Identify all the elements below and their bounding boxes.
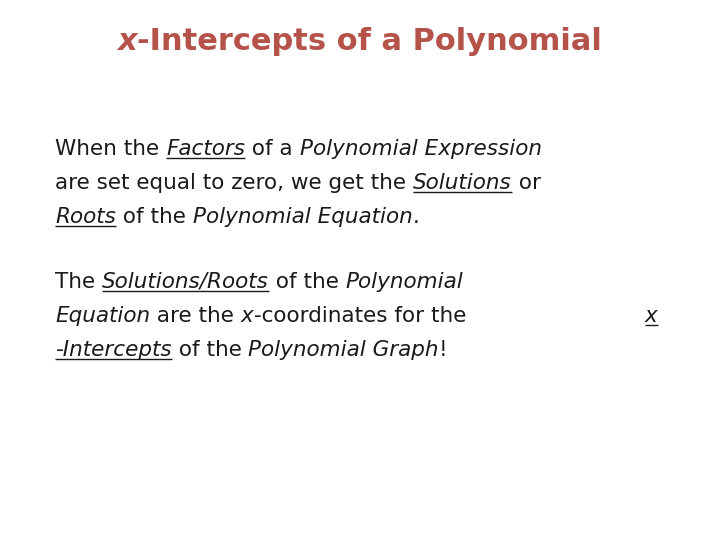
Text: -Intercepts of a Polynomial: -Intercepts of a Polynomial: [138, 27, 602, 56]
Text: of the: of the: [269, 272, 346, 292]
Text: Solutions: Solutions: [413, 173, 512, 193]
Text: are set equal to zero, we get the: are set equal to zero, we get the: [55, 173, 413, 193]
Text: Equation: Equation: [55, 306, 150, 326]
Text: x: x: [645, 306, 658, 326]
Text: x: x: [118, 27, 138, 56]
Text: Polynomial Expression: Polynomial Expression: [300, 139, 541, 159]
Text: of the: of the: [116, 207, 193, 227]
Text: -Intercepts: -Intercepts: [55, 340, 171, 360]
Text: Polynomial Equation: Polynomial Equation: [193, 207, 413, 227]
Text: !: !: [439, 340, 448, 360]
Text: are the: are the: [150, 306, 241, 326]
Text: Polynomial: Polynomial: [346, 272, 464, 292]
Text: Roots: Roots: [55, 207, 116, 227]
Text: Factors: Factors: [166, 139, 245, 159]
Text: Polynomial Graph: Polynomial Graph: [248, 340, 439, 360]
Text: or: or: [512, 173, 541, 193]
Text: -coordinates for the: -coordinates for the: [253, 306, 466, 326]
Text: of a: of a: [245, 139, 300, 159]
Text: When the: When the: [55, 139, 166, 159]
Text: of the: of the: [171, 340, 248, 360]
Text: Solutions/Roots: Solutions/Roots: [102, 272, 269, 292]
Text: .: .: [413, 207, 419, 227]
Text: x: x: [241, 306, 253, 326]
Text: The: The: [55, 272, 102, 292]
